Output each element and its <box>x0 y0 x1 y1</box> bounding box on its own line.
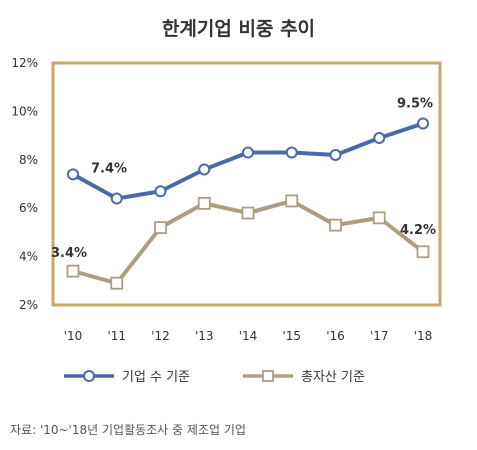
data-point-circle <box>154 185 167 198</box>
data-point-circle <box>329 148 342 161</box>
data-label: 9.5% <box>397 97 433 112</box>
y-tick-label: 8% <box>19 153 38 167</box>
x-tick-label: '14 <box>239 329 258 343</box>
data-point-square <box>285 194 299 208</box>
y-tick-label: 10% <box>11 104 38 118</box>
source-note: 자료: '10~'18년 기업활동조사 중 제조업 기업 <box>10 423 246 437</box>
y-tick-label: 4% <box>19 250 38 264</box>
data-point-square <box>110 276 124 290</box>
data-point-circle <box>417 117 429 130</box>
data-label: 3.4% <box>51 246 87 261</box>
legend-item-series2: 총자산 기준 <box>243 366 365 385</box>
chart-title: 한계기업 비중 추이 <box>161 18 316 40</box>
data-point-square <box>329 218 342 232</box>
data-point-circle <box>67 168 79 181</box>
data-point-square <box>197 196 211 210</box>
data-label: 7.4% <box>91 161 127 176</box>
legend-item-series1: 기업 수 기준 <box>64 366 190 385</box>
data-point-circle <box>373 132 386 145</box>
square-marker-icon <box>243 369 293 382</box>
data-point-circle <box>198 163 211 176</box>
data-point-circle <box>242 146 254 159</box>
legend-label-series2: 총자산 기준 <box>301 370 365 385</box>
x-tick-label: '15 <box>282 329 301 343</box>
x-tick-label: '16 <box>326 329 345 343</box>
circle-marker-icon <box>64 369 114 382</box>
x-tick-label: '11 <box>107 329 126 343</box>
plot-frame <box>51 61 442 307</box>
data-point-square <box>154 221 167 234</box>
data-point-square <box>66 264 80 278</box>
data-label: 4.2% <box>400 223 436 238</box>
x-tick-label: '12 <box>151 329 170 343</box>
y-tick-label: 2% <box>19 298 38 312</box>
x-tick-label: '10 <box>64 329 83 343</box>
data-point-square <box>372 211 386 225</box>
y-tick-label: 6% <box>19 201 38 215</box>
data-point-circle <box>110 192 123 205</box>
data-point-square <box>241 206 255 220</box>
x-tick-label: '18 <box>414 329 433 343</box>
data-point-circle <box>285 146 298 159</box>
legend-label-series1: 기업 수 기준 <box>122 370 191 385</box>
data-point-square <box>416 245 430 259</box>
y-tick-label: 12% <box>11 56 38 70</box>
x-tick-label: '13 <box>195 329 214 343</box>
x-tick-label: '17 <box>370 329 389 343</box>
